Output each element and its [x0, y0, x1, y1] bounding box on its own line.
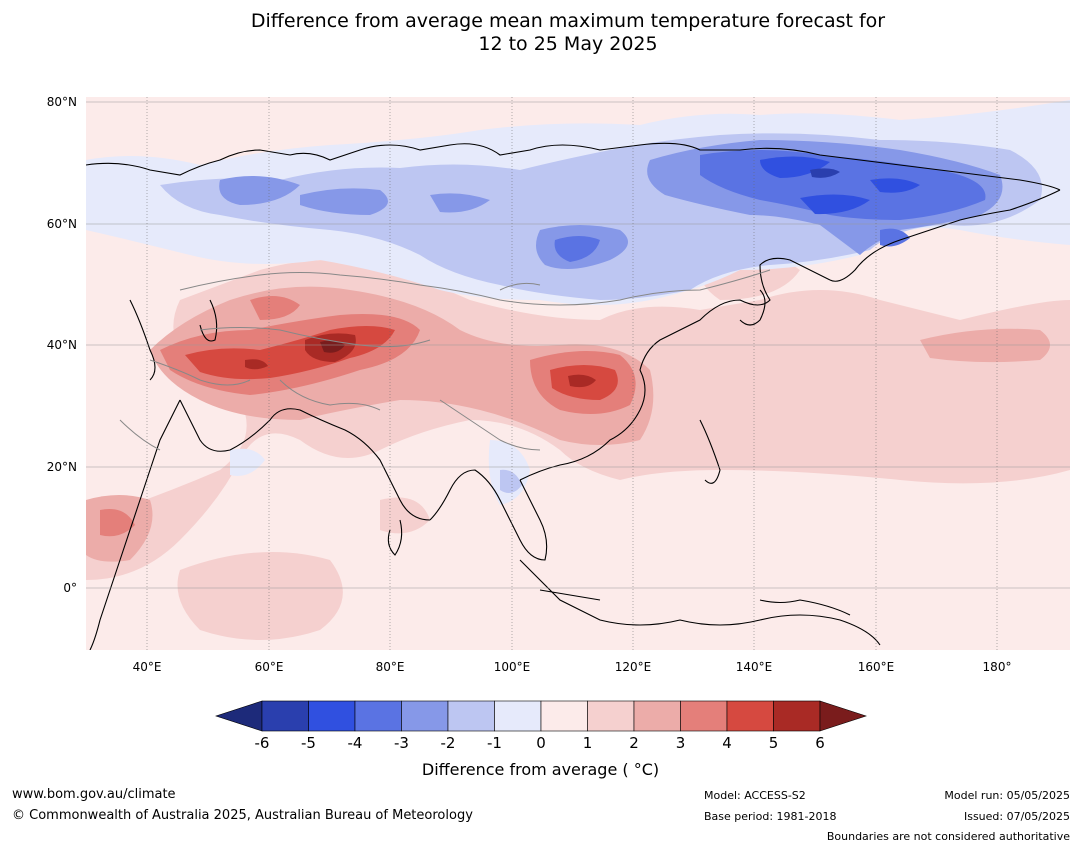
- colorbar-tick-label: -5: [301, 734, 316, 752]
- cool-anomaly-4-5: [760, 156, 920, 215]
- colorbar-tick-label: 0: [536, 734, 546, 752]
- colorbar-tick-label: -1: [487, 734, 502, 752]
- lon-label-80: 80°E: [376, 660, 405, 674]
- colorbar-tick-label: 1: [583, 734, 593, 752]
- lon-label-160: 160°E: [858, 660, 895, 674]
- temperature-anomaly-map: 80°N 60°N 40°N 20°N 0° 40°E 60°E 80°E 10…: [47, 95, 1070, 674]
- lon-label-140: 140°E: [736, 660, 773, 674]
- warm-anomaly-above-6: [320, 340, 345, 353]
- colorbar-segment: [587, 700, 635, 732]
- latitude-labels: 80°N 60°N 40°N 20°N 0°: [47, 95, 77, 595]
- colorbar: -6 -5 -4 -3 -2 -1 0 1 2 3 4 5 6: [215, 700, 867, 752]
- lat-label-20: 20°N: [47, 460, 77, 474]
- colorbar-segment: [680, 700, 728, 732]
- colorbar-tick-label: 2: [629, 734, 639, 752]
- lat-label-0: 0°: [63, 581, 77, 595]
- colorbar-tick-label: -2: [441, 734, 456, 752]
- gridlines: [86, 97, 1070, 650]
- cool-anomaly-5-6: [810, 168, 840, 178]
- longitude-labels: 40°E 60°E 80°E 100°E 120°E 140°E 160°E 1…: [133, 660, 1012, 674]
- lon-label-60: 60°E: [255, 660, 284, 674]
- colorbar-segment: [354, 700, 402, 732]
- lat-label-60: 60°N: [47, 217, 77, 231]
- lat-label-80: 80°N: [47, 95, 77, 109]
- model-run-date: Model run: 05/05/2025: [944, 789, 1070, 802]
- colorbar-tick-label: 3: [676, 734, 686, 752]
- colorbar-tick-label: -3: [394, 734, 409, 752]
- title-line-1: Difference from average mean maximum tem…: [250, 10, 886, 32]
- lon-label-100: 100°E: [494, 660, 531, 674]
- colorbar-arrow-high: [819, 700, 867, 732]
- lon-label-180: 180°: [983, 660, 1012, 674]
- colorbar-segment: [261, 700, 309, 732]
- copyright-text: © Commonwealth of Australia 2025, Austra…: [12, 808, 473, 823]
- colorbar-arrow-low: [215, 700, 263, 732]
- colorbar-segment: [447, 700, 495, 732]
- colorbar-tick-label: 6: [815, 734, 825, 752]
- colorbar-tick-label: 5: [769, 734, 779, 752]
- colorbar-segment: [308, 700, 356, 732]
- colorbar-segment: [401, 700, 449, 732]
- issued-date: Issued: 07/05/2025: [963, 810, 1070, 823]
- colorbar-ticks: -6 -5 -4 -3 -2 -1 0 1 2 3 4 5 6: [255, 734, 825, 752]
- colorbar-tick-label: -6: [255, 734, 270, 752]
- colorbar-label: Difference from average ( °C): [421, 760, 660, 779]
- base-period: Base period: 1981-2018: [704, 810, 837, 823]
- colorbar-tick-label: 4: [722, 734, 732, 752]
- colorbar-tick-label: -4: [348, 734, 363, 752]
- colorbar-segment: [494, 700, 542, 732]
- map-title: Difference from average mean maximum tem…: [0, 10, 1081, 56]
- colorbar-segment: [540, 700, 588, 732]
- map-area: [86, 97, 1070, 650]
- colorbar-segment: [633, 700, 681, 732]
- country-borders: [119, 269, 771, 451]
- colorbar-segment: [726, 700, 774, 732]
- website-link[interactable]: www.bom.gov.au/climate: [12, 787, 176, 802]
- title-line-2: 12 to 25 May 2025: [478, 33, 658, 55]
- coastlines: [86, 142, 1061, 650]
- colorbar-segments: [215, 700, 867, 732]
- lat-label-40: 40°N: [47, 338, 77, 352]
- lon-label-120: 120°E: [615, 660, 652, 674]
- colorbar-segment: [773, 700, 821, 732]
- model-name: Model: ACCESS-S2: [704, 789, 806, 802]
- lon-label-40: 40°E: [133, 660, 162, 674]
- boundary-disclaimer: Boundaries are not considered authoritat…: [826, 830, 1070, 843]
